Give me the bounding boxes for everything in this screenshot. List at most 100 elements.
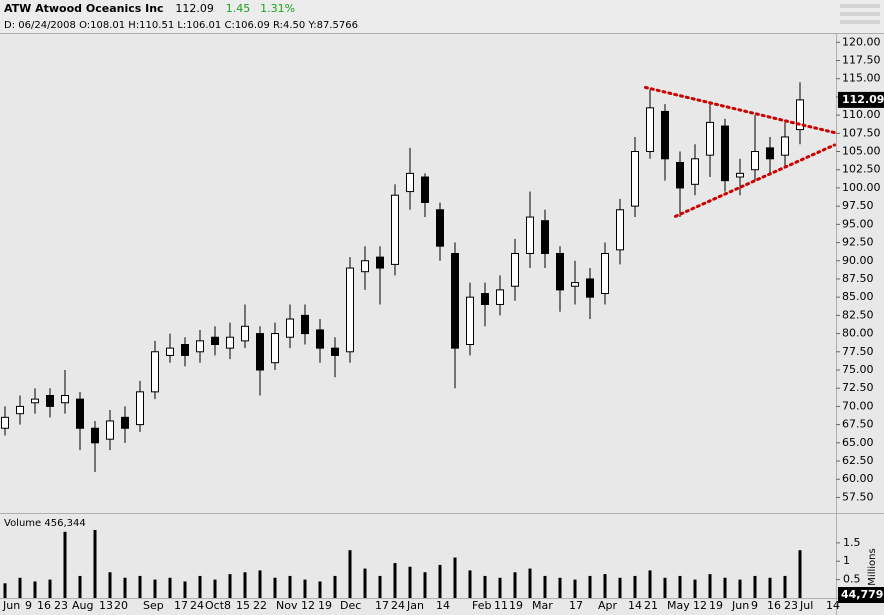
y-tick-label: 97.50	[842, 199, 874, 212]
candle-body	[346, 267, 354, 353]
candle-body	[676, 161, 684, 189]
y-tick-label: 62.50	[842, 454, 874, 467]
y-tick-label: 70.00	[842, 399, 874, 412]
x-tick-label: May	[667, 599, 690, 612]
volume-bar	[228, 574, 232, 598]
last-price: 112.09	[175, 2, 214, 15]
candle-body	[256, 333, 264, 371]
x-tick-label: Sep	[143, 599, 164, 612]
candle-body	[421, 176, 429, 203]
volume-bar	[738, 579, 742, 598]
candle-body	[796, 99, 804, 131]
volume-bar	[708, 574, 712, 598]
y-tick-label: 77.50	[842, 345, 874, 358]
volume-bar	[783, 575, 787, 598]
volume-bar	[618, 577, 622, 598]
volume-tick-label: 1	[843, 554, 850, 567]
volume-unit: Millions	[867, 548, 878, 585]
candle-body	[106, 420, 114, 440]
candle-body	[751, 151, 759, 171]
x-tick-label: Oct	[205, 599, 225, 612]
x-tick-label: 9	[751, 599, 758, 612]
y-tick-label: 117.50	[842, 53, 881, 66]
x-tick-label: 17	[174, 599, 188, 612]
volume-bar	[273, 577, 277, 598]
volume-bar	[498, 577, 502, 598]
candle-body	[271, 333, 279, 364]
x-tick-label: 12	[693, 599, 707, 612]
candle-body	[691, 158, 699, 185]
volume-label: Volume 456,344	[4, 518, 86, 529]
volume-bar	[348, 550, 352, 598]
y-tick-label: 105.00	[842, 145, 881, 158]
volume-bar	[138, 575, 142, 598]
candle-body	[526, 216, 534, 254]
x-tick-label: 19	[509, 599, 523, 612]
volume-bar	[363, 568, 367, 598]
y-tick-label: 102.50	[842, 163, 881, 176]
volume-bar	[423, 572, 427, 598]
volume-bar	[153, 579, 157, 598]
x-tick-label: 14	[436, 599, 450, 612]
x-tick-label: 14	[628, 599, 642, 612]
candle-body	[556, 252, 564, 291]
volume-bar	[798, 550, 802, 598]
y-tick-label: 75.00	[842, 363, 874, 376]
candle-body	[766, 147, 774, 160]
volume-bar	[543, 575, 547, 598]
candle-body	[706, 121, 714, 156]
x-tick-label: 9	[25, 599, 32, 612]
y-tick-label: 80.00	[842, 327, 874, 340]
candle-body	[361, 260, 369, 273]
x-tick-label: 17	[569, 599, 583, 612]
x-tick-label: Aug	[72, 599, 93, 612]
candle-body	[31, 398, 39, 404]
volume-bar	[33, 581, 37, 598]
volume-bar	[318, 581, 322, 598]
volume-bar	[678, 575, 682, 598]
volume-bar	[483, 575, 487, 598]
volume-bar	[303, 579, 307, 598]
y-tick-label: 67.50	[842, 418, 874, 431]
x-tick-label: Feb	[472, 599, 491, 612]
candle-body	[1, 416, 9, 429]
volume-bar	[753, 575, 757, 598]
x-tick-label: 19	[709, 599, 723, 612]
volume-tick-label: 1.5	[843, 536, 861, 549]
x-tick-label: Mar	[532, 599, 553, 612]
symbol-name: ATW Atwood Oceanics Inc	[4, 2, 164, 15]
toolbar-button[interactable]	[840, 4, 880, 8]
candle-body	[481, 293, 489, 305]
candle-body	[151, 351, 159, 393]
y-tick-label: 72.50	[842, 381, 874, 394]
toolbar-button[interactable]	[840, 12, 880, 16]
candle-body	[406, 172, 414, 193]
y-tick-label: 107.50	[842, 126, 881, 139]
y-tick-label: 95.00	[842, 217, 874, 230]
candle-body	[631, 151, 639, 207]
candle-body	[226, 336, 234, 349]
candle-body	[16, 405, 24, 415]
y-tick-label: 85.00	[842, 290, 874, 303]
toolbar-button[interactable]	[840, 20, 880, 24]
volume-bar	[558, 577, 562, 598]
volume-bar	[453, 557, 457, 598]
candle-body	[91, 427, 99, 444]
candle-body	[76, 398, 84, 429]
volume-bar	[648, 570, 652, 598]
candle-body	[601, 252, 609, 295]
y-tick-label: 82.50	[842, 308, 874, 321]
candle-body	[376, 256, 384, 269]
volume-bar	[243, 572, 247, 598]
candle-body	[391, 194, 399, 265]
candle-body	[181, 344, 189, 356]
candle-body	[301, 314, 309, 335]
candle-body	[451, 252, 459, 349]
candle-body	[646, 107, 654, 153]
toolbar[interactable]	[840, 4, 880, 24]
volume-bar	[63, 531, 67, 598]
x-tick-label: Jun	[731, 599, 749, 612]
candle-body	[136, 391, 144, 426]
candle-body	[61, 394, 69, 404]
